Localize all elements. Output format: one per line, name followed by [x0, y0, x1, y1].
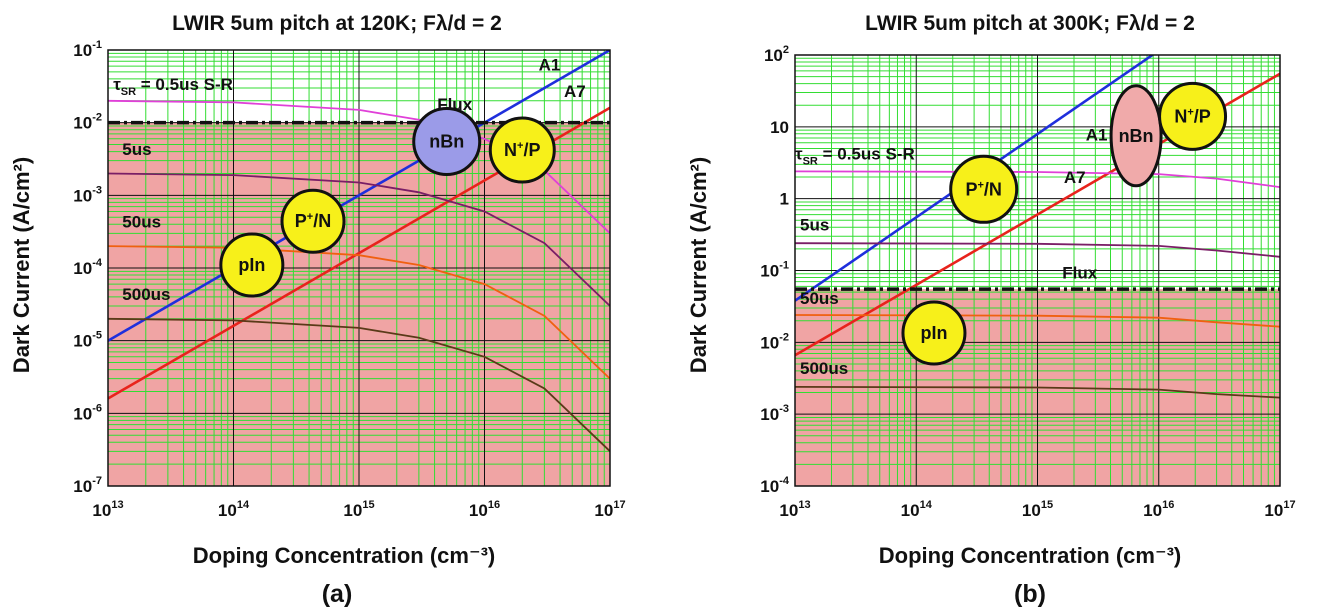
annotation-t500: 500us	[122, 285, 170, 304]
x-axis-label: Doping Concentration (cm⁻³)	[879, 543, 1181, 568]
y-axis-label: Dark Current (A/cm²)	[686, 157, 711, 373]
y-tick-label: 10-1	[760, 260, 789, 281]
x-tick-label: 1017	[1264, 499, 1295, 520]
panel-label: (b)	[1014, 580, 1046, 608]
x-tick-label: 1014	[901, 499, 933, 520]
series-line-tau_5us	[795, 242, 1280, 258]
bubble-shape	[280, 188, 346, 254]
x-tick-label: 1014	[218, 499, 250, 520]
annotation-a7: A7	[1064, 168, 1086, 187]
annotation-t5: 5us	[122, 140, 151, 159]
annotation-tsr: τSR = 0.5us S-R	[795, 145, 915, 168]
chart-panel-a: LWIR 5um pitch at 120K; Fλ/d = 2 Doping …	[9, 12, 626, 608]
series-line-a1	[108, 50, 610, 342]
plot-area	[108, 50, 610, 486]
y-tick-label: 10-5	[73, 330, 102, 351]
annotation-t500: 500us	[800, 359, 848, 378]
series-line-tau_500us	[108, 317, 610, 452]
y-tick-label: 102	[764, 44, 789, 65]
bubble-label: nBn	[1119, 126, 1154, 146]
annotation-t50: 50us	[122, 213, 161, 232]
annotation-a1: A1	[539, 56, 561, 75]
x-tick-label: 1016	[1143, 499, 1174, 520]
chart-title: LWIR 5um pitch at 300K; Fλ/d = 2	[865, 12, 1195, 35]
bubble-label: nBn	[429, 132, 464, 152]
bubble-shape	[412, 107, 482, 177]
bubble-label: pIn	[920, 323, 947, 343]
annotation-a1: A1	[1086, 125, 1108, 144]
annotation-tsr: τSR = 0.5us S-R	[113, 75, 233, 98]
annotation-flux: Flux	[1062, 263, 1097, 282]
bubble-shape	[1109, 84, 1163, 188]
y-tick-label: 10-7	[73, 475, 102, 496]
bubble-label: pIn	[238, 255, 265, 275]
x-tick-label: 1013	[779, 499, 810, 520]
bubble-pn: P+/N	[949, 154, 1019, 224]
x-tick-label: 1017	[594, 499, 625, 520]
y-tick-label: 10-3	[760, 403, 789, 424]
series-line-tau_5us	[108, 172, 610, 307]
x-tick-label: 1016	[469, 499, 500, 520]
bubble-nbn: nBn	[1109, 84, 1163, 188]
bubble-label: N+/P	[1174, 106, 1210, 126]
y-tick-label: 10	[770, 118, 789, 137]
plot-frame	[794, 54, 1281, 487]
y-tick-label: 10-4	[760, 475, 790, 496]
bubble-label: N+/P	[504, 140, 540, 160]
annotation-a7: A7	[564, 82, 586, 101]
series-line-tau_500us	[795, 385, 1280, 399]
bubble-np: N+/P	[1158, 81, 1228, 151]
y-tick-label: 10-3	[73, 184, 102, 205]
bubble-shape	[488, 116, 556, 184]
y-tick-label: 1	[780, 190, 789, 209]
bubble-pn: P+/N	[280, 188, 346, 254]
y-axis-label: Dark Current (A/cm²)	[9, 157, 34, 373]
chart-panel-b: LWIR 5um pitch at 300K; Fλ/d = 2 Doping …	[686, 12, 1296, 608]
annotation-t50: 50us	[800, 289, 839, 308]
y-tick-label: 10-2	[73, 112, 102, 133]
bubble-label: P+/N	[295, 211, 331, 231]
x-tick-label: 1013	[92, 499, 123, 520]
annotation-t5: 5us	[800, 216, 829, 235]
bubble-np: N+/P	[488, 116, 556, 184]
bubble-shape	[901, 300, 967, 366]
y-tick-label: 10-4	[73, 257, 103, 278]
bubble-pin: pIn	[219, 232, 285, 298]
bubble-shape	[1158, 81, 1228, 151]
plot-frame	[107, 49, 611, 487]
bubble-shape	[949, 154, 1019, 224]
panel-label: (a)	[322, 580, 353, 608]
chart-title: LWIR 5um pitch at 120K; Fλ/d = 2	[172, 12, 502, 35]
bubble-nbn: nBn	[412, 107, 482, 177]
y-tick-label: 10-1	[73, 39, 102, 60]
y-tick-label: 10-6	[73, 402, 102, 423]
bubble-shape	[219, 232, 285, 298]
bubble-pin: pIn	[901, 300, 967, 366]
x-tick-label: 1015	[343, 499, 374, 520]
bubble-label: P+/N	[965, 179, 1001, 199]
x-tick-label: 1015	[1022, 499, 1053, 520]
x-axis-label: Doping Concentration (cm⁻³)	[193, 543, 495, 568]
y-tick-label: 10-2	[760, 331, 789, 352]
